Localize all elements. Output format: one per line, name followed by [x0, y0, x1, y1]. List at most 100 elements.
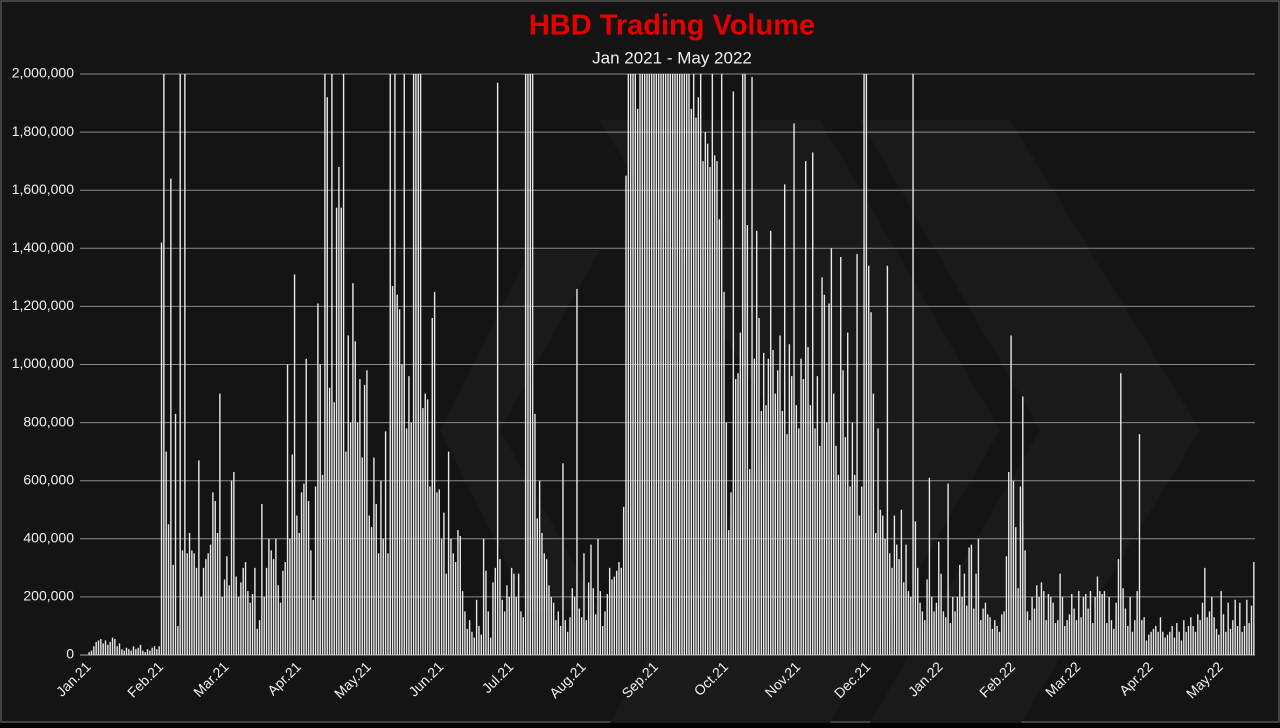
bar	[342, 74, 345, 655]
bar	[678, 74, 681, 655]
bar	[1178, 631, 1180, 655]
bar	[394, 74, 396, 655]
bar	[821, 277, 823, 655]
bar	[415, 74, 417, 655]
bar	[286, 364, 289, 655]
bar	[272, 559, 275, 655]
bar	[1155, 625, 1157, 655]
bar	[1073, 608, 1075, 655]
bar	[590, 544, 592, 655]
bar	[847, 332, 849, 655]
bar	[1213, 617, 1215, 655]
bar	[625, 175, 627, 656]
bar	[949, 623, 952, 655]
bar	[868, 265, 870, 655]
bar	[312, 599, 314, 655]
bar	[1227, 602, 1229, 655]
bar	[235, 576, 237, 655]
bar	[900, 509, 903, 655]
bar	[338, 166, 340, 655]
bar	[587, 582, 590, 655]
bar	[382, 538, 384, 655]
bar	[765, 405, 767, 655]
bar	[485, 570, 487, 655]
bar	[536, 518, 538, 655]
bar	[634, 74, 637, 655]
bar	[613, 576, 616, 655]
bar	[977, 538, 980, 655]
bar	[823, 294, 826, 655]
bar	[945, 617, 947, 655]
bar	[279, 602, 282, 655]
bar	[1220, 591, 1222, 655]
bar	[660, 74, 662, 655]
y-tick-label: 1,800,000	[12, 123, 74, 139]
bar	[1136, 591, 1138, 655]
bar	[410, 422, 412, 655]
bar	[195, 567, 198, 655]
bar	[938, 541, 940, 655]
bar	[1187, 625, 1190, 655]
bar	[433, 291, 436, 655]
bar	[1026, 611, 1029, 655]
bar	[191, 550, 193, 655]
bar	[277, 585, 279, 655]
bar	[359, 379, 361, 655]
bar	[95, 641, 97, 655]
bar	[165, 451, 167, 655]
bar	[144, 652, 146, 655]
bar	[1066, 620, 1068, 655]
bar	[851, 422, 854, 655]
bar	[368, 515, 370, 655]
bar	[389, 74, 391, 655]
bar	[508, 596, 510, 655]
bar	[314, 486, 317, 655]
bar	[163, 74, 165, 655]
bar	[842, 370, 844, 655]
bar	[1068, 614, 1071, 655]
bar	[1199, 620, 1201, 655]
bar	[685, 74, 688, 655]
bar	[230, 480, 233, 655]
bar	[452, 553, 454, 655]
bar	[583, 553, 585, 655]
bar	[333, 402, 335, 655]
bar	[706, 143, 709, 655]
bar	[487, 611, 489, 655]
bar	[179, 74, 181, 655]
bar	[1024, 550, 1026, 655]
bar	[228, 585, 230, 655]
bar	[601, 625, 604, 655]
bar	[1059, 573, 1061, 655]
bar	[387, 553, 389, 655]
bar	[580, 617, 583, 655]
bar	[604, 611, 606, 655]
bar	[620, 567, 623, 655]
bar	[1122, 588, 1124, 655]
bar	[1141, 620, 1143, 655]
bar	[1108, 596, 1110, 655]
bar	[1225, 631, 1227, 655]
bar	[177, 625, 179, 655]
bar	[478, 625, 480, 655]
bar	[629, 74, 632, 655]
bar	[529, 74, 531, 655]
bar	[298, 532, 300, 655]
bar	[1204, 567, 1206, 655]
bar	[459, 535, 461, 655]
bar	[193, 553, 195, 655]
bar	[132, 646, 135, 655]
bar	[205, 559, 207, 655]
bar	[791, 376, 793, 655]
bar	[275, 538, 277, 655]
bar	[1012, 480, 1015, 655]
bar	[769, 230, 772, 655]
bar	[1129, 596, 1131, 655]
bar	[734, 379, 737, 655]
bar	[970, 544, 973, 655]
bar	[1103, 591, 1106, 655]
bar	[723, 291, 725, 655]
bar	[450, 538, 452, 655]
bar	[727, 530, 730, 655]
